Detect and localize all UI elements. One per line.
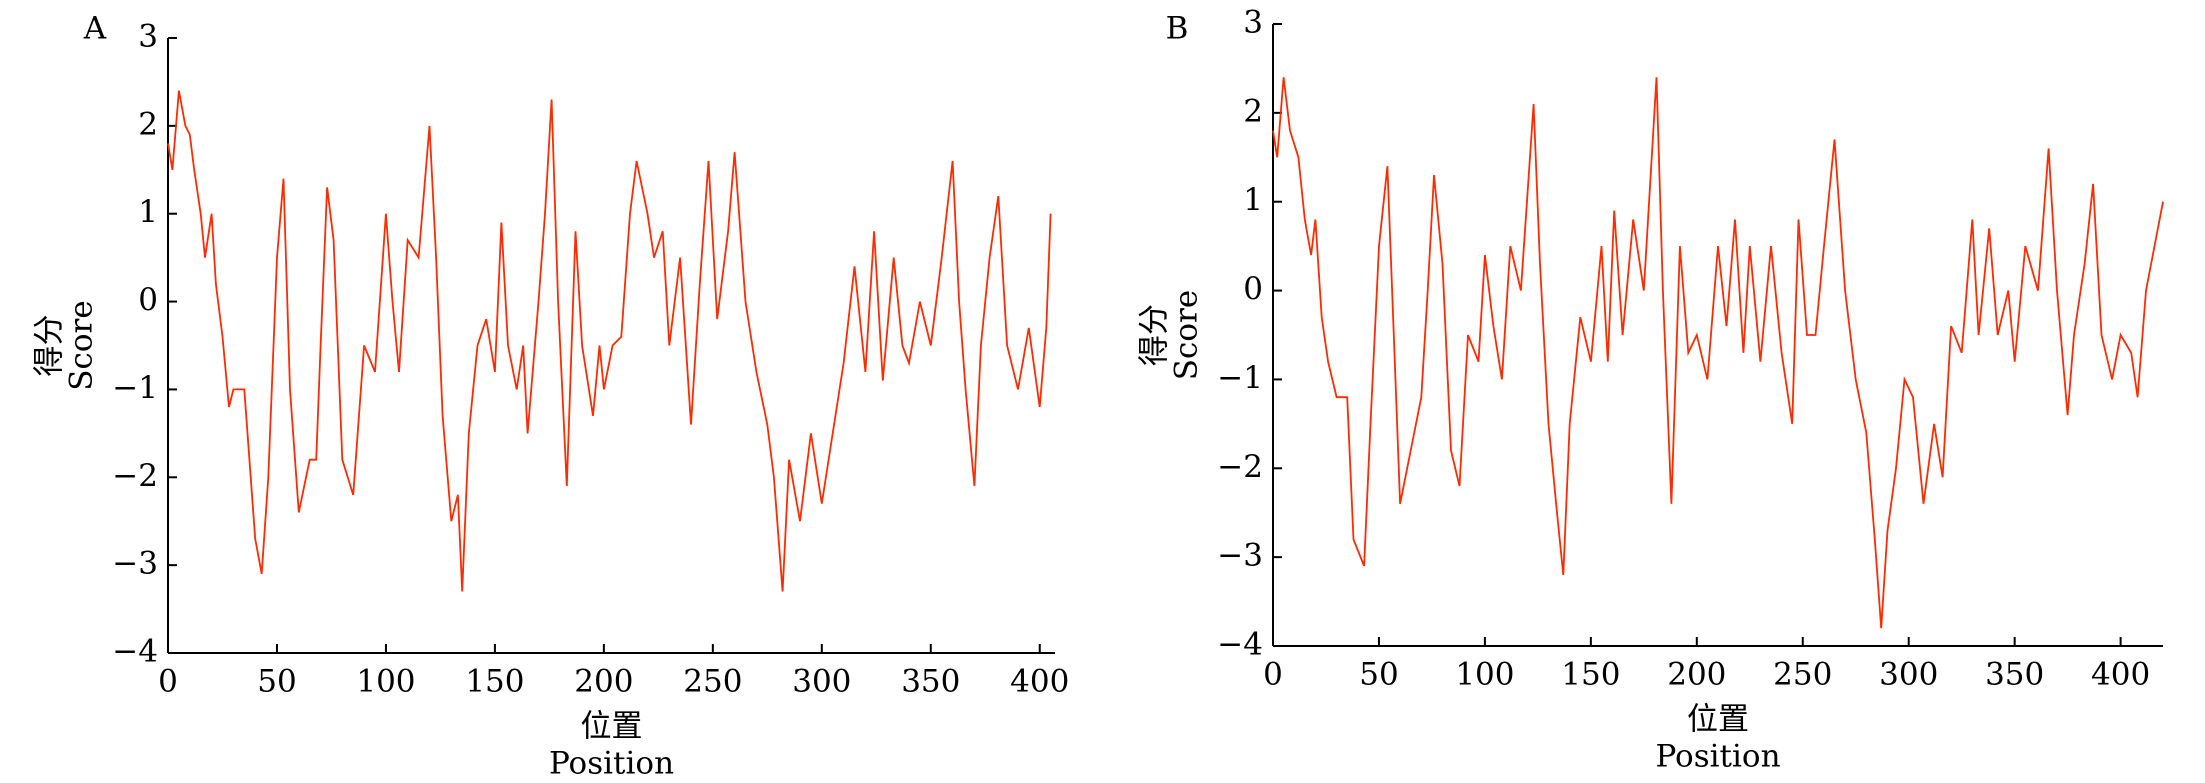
- x-tick-label: 50: [1359, 657, 1398, 693]
- y-tick-label: 2: [1243, 93, 1263, 129]
- y-tick-label: −1: [112, 370, 158, 406]
- y-tick-label: 3: [1243, 5, 1263, 41]
- x-tick-label: 250: [683, 664, 742, 700]
- x-tick-label: 250: [1773, 657, 1832, 693]
- x-tick-label: 200: [1667, 657, 1726, 693]
- panel-label: A: [83, 11, 107, 47]
- y-tick-label: 1: [1243, 182, 1263, 218]
- x-tick-label: 150: [465, 664, 524, 700]
- y-tick-label: −3: [1217, 538, 1263, 574]
- x-axis-label: Position: [1655, 739, 1780, 775]
- x-tick-label: 0: [158, 664, 178, 700]
- y-tick-label: −2: [112, 458, 158, 494]
- x-tick-label: 100: [356, 664, 415, 700]
- y-axis-label: 得分: [32, 315, 68, 377]
- x-tick-label: 300: [792, 664, 851, 700]
- y-axis-label: 得分: [1137, 304, 1173, 366]
- x-tick-label: 150: [1561, 657, 1620, 693]
- x-tick-label: 0: [1263, 657, 1283, 693]
- y-tick-label: −1: [1217, 360, 1263, 396]
- y-axis-label: Score: [1169, 290, 1205, 380]
- x-tick-label: 350: [1985, 657, 2044, 693]
- y-axis-label: Score: [64, 300, 100, 390]
- x-axis-label: Position: [549, 746, 674, 782]
- y-tick-label: 0: [138, 282, 158, 318]
- x-tick-label: 200: [574, 664, 633, 700]
- y-tick-label: 3: [138, 19, 158, 55]
- y-tick-label: 1: [138, 194, 158, 230]
- y-tick-label: −4: [112, 634, 158, 670]
- x-tick-label: 400: [2091, 657, 2150, 693]
- x-axis-label: 位置: [1687, 702, 1749, 738]
- x-tick-label: 50: [257, 664, 296, 700]
- score-line: [1272, 77, 2164, 629]
- y-tick-label: −2: [1217, 449, 1263, 485]
- panel-label: B: [1166, 11, 1189, 47]
- y-tick-label: 0: [1243, 271, 1263, 307]
- x-tick-label: 100: [1455, 657, 1514, 693]
- score-line: [167, 90, 1052, 592]
- x-axis-label: 位置: [581, 709, 643, 745]
- x-tick-label: 300: [1879, 657, 1938, 693]
- x-tick-label: 350: [901, 664, 960, 700]
- y-tick-label: −4: [1217, 627, 1263, 663]
- y-tick-label: −3: [112, 546, 158, 582]
- x-tick-label: 400: [1010, 664, 1069, 700]
- y-tick-label: 2: [138, 106, 158, 142]
